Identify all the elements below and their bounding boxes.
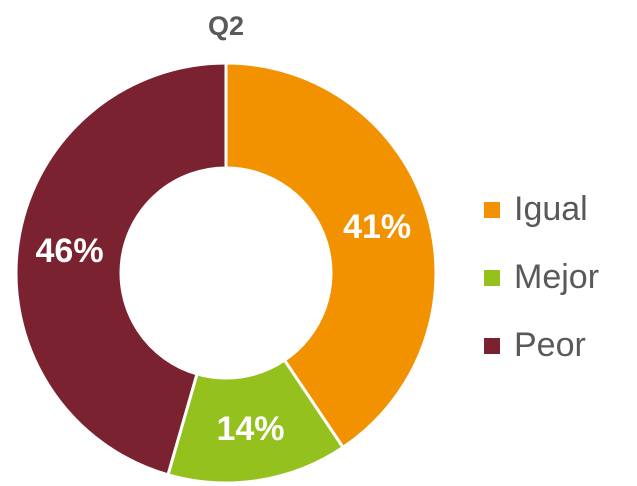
- legend-label: Mejor: [514, 258, 599, 296]
- legend-swatch: [484, 338, 500, 354]
- chart-title: Q2: [208, 11, 244, 41]
- legend-label: Igual: [514, 190, 588, 228]
- legend-swatch: [484, 202, 500, 218]
- donut-slice: [166, 358, 346, 485]
- legend-label: Peor: [514, 326, 586, 364]
- data-label: 41%: [343, 208, 411, 246]
- data-label: 14%: [216, 410, 284, 448]
- data-label: 46%: [36, 232, 104, 270]
- donut-slice: [14, 61, 228, 477]
- donut-slice: [224, 61, 438, 450]
- legend-swatch: [484, 270, 500, 286]
